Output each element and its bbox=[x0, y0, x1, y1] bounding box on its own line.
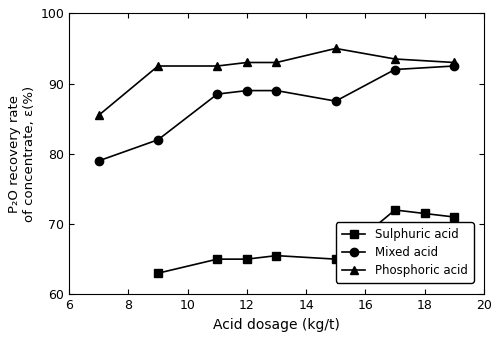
Phosphoric acid bbox=[392, 57, 398, 61]
Sulphuric acid bbox=[274, 254, 280, 258]
Y-axis label: P₂O recovery rate
of concentrate, ε(%): P₂O recovery rate of concentrate, ε(%) bbox=[8, 86, 36, 222]
Sulphuric acid bbox=[422, 211, 428, 216]
Legend: Sulphuric acid, Mixed acid, Phosphoric acid: Sulphuric acid, Mixed acid, Phosphoric a… bbox=[336, 222, 473, 283]
Mixed acid bbox=[214, 92, 220, 96]
Mixed acid bbox=[244, 88, 250, 92]
Sulphuric acid bbox=[451, 215, 457, 219]
Phosphoric acid bbox=[155, 64, 161, 68]
Phosphoric acid bbox=[451, 61, 457, 65]
Mixed acid bbox=[451, 64, 457, 68]
Phosphoric acid bbox=[332, 46, 338, 50]
Phosphoric acid bbox=[214, 64, 220, 68]
Mixed acid bbox=[274, 88, 280, 92]
Line: Sulphuric acid: Sulphuric acid bbox=[154, 206, 458, 277]
Sulphuric acid bbox=[155, 271, 161, 275]
Mixed acid bbox=[392, 67, 398, 71]
Phosphoric acid bbox=[244, 61, 250, 65]
X-axis label: Acid dosage (kg/t): Acid dosage (kg/t) bbox=[213, 318, 340, 332]
Phosphoric acid bbox=[274, 61, 280, 65]
Sulphuric acid bbox=[332, 257, 338, 261]
Sulphuric acid bbox=[214, 257, 220, 261]
Line: Mixed acid: Mixed acid bbox=[94, 62, 458, 165]
Line: Phosphoric acid: Phosphoric acid bbox=[94, 44, 458, 119]
Sulphuric acid bbox=[392, 208, 398, 212]
Mixed acid bbox=[332, 99, 338, 103]
Mixed acid bbox=[155, 138, 161, 142]
Phosphoric acid bbox=[96, 113, 102, 117]
Mixed acid bbox=[96, 159, 102, 163]
Sulphuric acid bbox=[244, 257, 250, 261]
